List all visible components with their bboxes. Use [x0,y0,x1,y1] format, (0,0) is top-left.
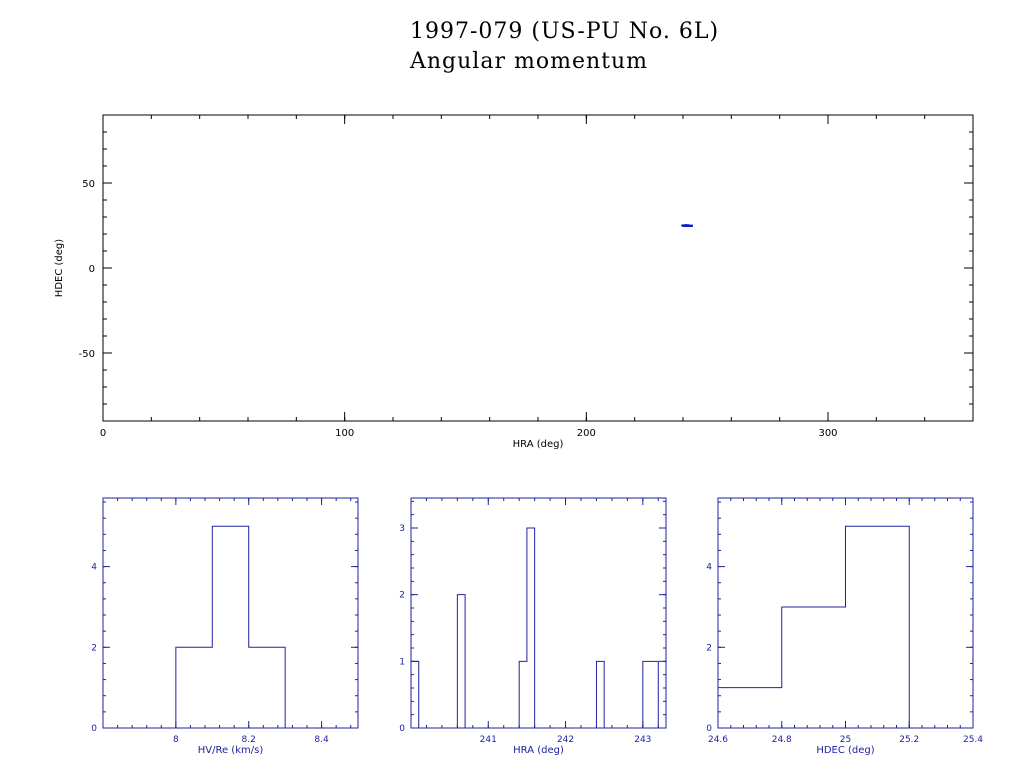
y-tick-label: 2 [706,643,712,653]
x-tick-label: 200 [577,428,596,439]
data-point [684,224,689,227]
x-tick-label: 25.2 [899,735,919,745]
y-tick-label: 0 [91,724,97,734]
x-tick-label: 25.4 [963,735,983,745]
y-tick-label: 0 [706,724,712,734]
x-tick-label: 24.8 [772,735,792,745]
angular-momentum-scatter-plot: 0 100 200 300 -50 0 50 HRA (deg) HDEC (deg) [54,114,974,450]
x-tick-label: 8.2 [242,735,256,745]
data-point [688,224,693,227]
plot-frame [102,114,974,422]
x-tick-label: 8.4 [314,735,329,745]
histogram-frame [410,497,667,729]
hra-histogram: 241 242 243 0 1 2 3 HRA (deg) [399,497,667,756]
y-tick-label: 1 [399,657,405,667]
histogram-bars [717,525,910,728]
x-tick-label: 24.6 [708,735,728,745]
y-tick-label: 50 [82,179,95,190]
y-tick-label: 3 [399,524,405,534]
histogram-frame [102,497,359,729]
y-axis-label: HDEC (deg) [54,239,65,297]
y-tick-label: 2 [91,643,97,653]
x-tick-label: 25 [840,735,851,745]
x-axis-label: HDEC (deg) [816,745,874,756]
x-tick-label: 241 [480,735,497,745]
x-tick-label: 242 [557,735,574,745]
histogram-bars [175,525,286,728]
x-tick-label: 8 [173,735,179,745]
x-tick-label: 0 [100,428,106,439]
y-tick-label: 0 [399,724,405,734]
x-axis-label: HRA (deg) [513,745,564,756]
histogram-bars [410,527,666,729]
y-tick-label: 4 [706,563,712,573]
x-tick-label: 300 [818,428,837,439]
chart-title: 1997-079 (US-PU No. 6L) [410,19,719,44]
y-tick-label: 2 [399,591,405,601]
speed-histogram: 8 8.2 8.4 0 2 4 HV/Re (km/s) [91,497,359,756]
chart-subtitle: Angular momentum [409,49,648,74]
y-tick-label: 0 [89,264,95,275]
x-tick-label: 100 [335,428,354,439]
x-axis-label: HRA (deg) [513,439,564,450]
x-tick-label: 243 [634,735,651,745]
hdec-histogram: 24.6 24.8 25 25.2 25.4 0 2 4 HDEC (deg) [706,497,983,756]
y-tick-label: 4 [91,563,97,573]
x-axis-label: HV/Re (km/s) [198,745,264,756]
y-tick-label: -50 [79,349,95,360]
